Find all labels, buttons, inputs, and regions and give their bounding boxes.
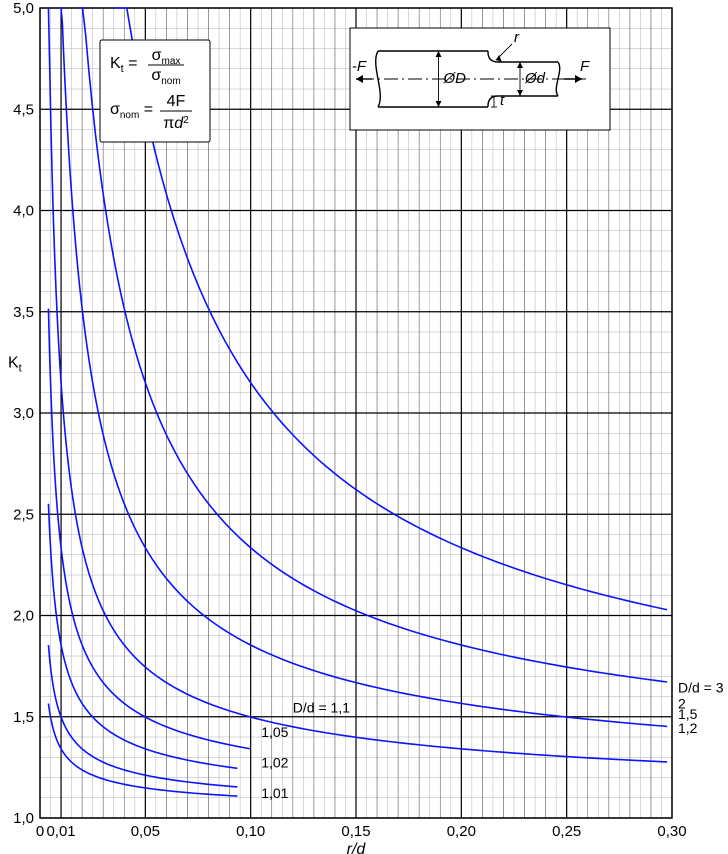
chart-container: 00,01 0,05 0,10 0,15 0,20 0,25 0,30 1,0 1,5 2,0 2,… bbox=[0, 0, 728, 854]
svg-text:D/d = 1,1: D/d = 1,1 bbox=[293, 700, 350, 716]
svg-text:F: F bbox=[580, 58, 590, 75]
svg-text:ØD: ØD bbox=[443, 70, 467, 87]
svg-text:Ød: Ød bbox=[524, 70, 546, 87]
svg-text:0,15: 0,15 bbox=[341, 823, 370, 840]
diagram-box: -FFØDØdrt bbox=[350, 28, 610, 130]
svg-text:0,05: 0,05 bbox=[131, 823, 160, 840]
svg-text:4,0: 4,0 bbox=[13, 203, 34, 220]
svg-text:5,0: 5,0 bbox=[13, 0, 34, 17]
svg-text:1,2: 1,2 bbox=[678, 720, 698, 736]
svg-text:4,5: 4,5 bbox=[13, 101, 34, 118]
svg-text:1,5: 1,5 bbox=[13, 709, 34, 726]
svg-text:2,0: 2,0 bbox=[13, 608, 34, 625]
svg-text:3,5: 3,5 bbox=[13, 304, 34, 321]
svg-text:1,02: 1,02 bbox=[261, 754, 288, 770]
svg-text:-F: -F bbox=[352, 58, 367, 75]
svg-text:0: 0 bbox=[36, 823, 44, 840]
svg-text:2,5: 2,5 bbox=[13, 506, 34, 523]
svg-text:1,0: 1,0 bbox=[13, 810, 34, 827]
svg-text:Kt: Kt bbox=[8, 354, 22, 374]
svg-text:D/d = 3: D/d = 3 bbox=[678, 679, 724, 695]
svg-text:0,10: 0,10 bbox=[236, 823, 265, 840]
chart-svg: 00,01 0,05 0,10 0,15 0,20 0,25 0,30 1,0 1,5 2,0 2,… bbox=[0, 0, 728, 854]
svg-text:0,20: 0,20 bbox=[447, 823, 476, 840]
svg-text:3,0: 3,0 bbox=[13, 405, 34, 422]
svg-text:0,30: 0,30 bbox=[657, 823, 686, 840]
svg-text:1,01: 1,01 bbox=[261, 785, 288, 801]
svg-text:4F: 4F bbox=[167, 93, 186, 110]
svg-text:r/d: r/d bbox=[347, 841, 367, 854]
svg-text:0,01: 0,01 bbox=[46, 823, 75, 840]
svg-text:1,05: 1,05 bbox=[261, 724, 288, 740]
formula-box: Kt = σmaxσnomσnom = 4Fπd2 bbox=[100, 40, 210, 142]
svg-text:0,25: 0,25 bbox=[552, 823, 581, 840]
